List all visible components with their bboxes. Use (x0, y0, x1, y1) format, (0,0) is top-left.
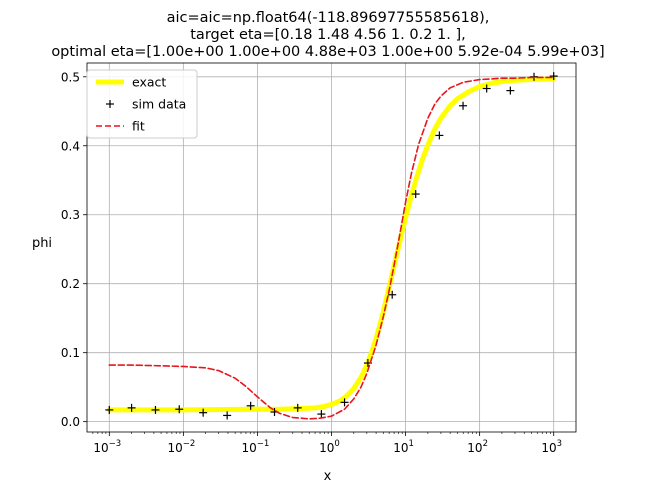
series-sim-data-point (482, 84, 491, 93)
series-sim-data-point (151, 405, 160, 414)
x-tick-label: 102 (467, 439, 488, 455)
y-tick-label: 0.4 (61, 139, 80, 153)
plot-frame (86, 62, 577, 433)
title-line-3: optimal eta=[1.00e+00 1.00e+00 4.88e+03 … (51, 44, 604, 60)
y-tick-label: 0.3 (61, 208, 80, 222)
series-sim-data-point (246, 401, 255, 410)
legend-exact-label: exact (132, 75, 166, 90)
legend-box (86, 69, 198, 139)
legend-fit-label: fit (132, 119, 145, 134)
legend: exact sim data fit (86, 69, 198, 139)
series-sim-data-point (317, 410, 326, 419)
series-sim-data-point (506, 86, 515, 95)
series-sim-data-point (388, 290, 397, 299)
series-sim-data-point (411, 190, 420, 199)
legend-sim-data-marker (106, 100, 114, 108)
series-sim-data-point (105, 405, 114, 414)
y-tick-label: 0.5 (61, 70, 80, 84)
legend-sim-data-label: sim data (132, 97, 186, 112)
axis-ticks: 10−3 10−2 10−1 100 101 102 103 0.0 0.1 0.2 0.3 0.4 0… (61, 70, 562, 455)
x-tick-label: 10−3 (93, 439, 121, 455)
title-line-2: target eta=[0.18 1.48 4.56 1. 0.2 1. ], (190, 27, 466, 43)
series-sim-data-point (199, 408, 208, 417)
series-sim-data-point (127, 403, 136, 412)
series-sim-data-point (175, 405, 184, 414)
title-line-1: aic=aic=np.float64(-118.89697755585618), (167, 10, 490, 26)
series-sim-data-point (549, 72, 558, 81)
y-tick-label: 0.0 (61, 415, 80, 429)
x-tick-label: 100 (319, 439, 340, 455)
series-layer (105, 72, 558, 420)
y-tick-label: 0.1 (61, 346, 80, 360)
series-sim-data-point (340, 398, 349, 407)
x-tick-label: 103 (541, 439, 562, 455)
chart-title: aic=aic=np.float64(-118.89697755585618),… (51, 10, 604, 60)
x-tick-label: 10−1 (242, 439, 270, 455)
series-sim-data-point (223, 411, 232, 420)
x-axis-label: x (324, 469, 332, 484)
y-axis-label: phi (32, 236, 52, 251)
grid (87, 63, 576, 432)
x-tick-label: 101 (393, 439, 414, 455)
series-sim-data-point (459, 101, 468, 110)
series-fit-line (108, 76, 555, 420)
series-sim-data-point (293, 403, 302, 412)
y-tick-label: 0.2 (61, 277, 80, 291)
x-tick-label: 10−2 (167, 439, 195, 455)
series-sim-data-point (435, 131, 444, 140)
